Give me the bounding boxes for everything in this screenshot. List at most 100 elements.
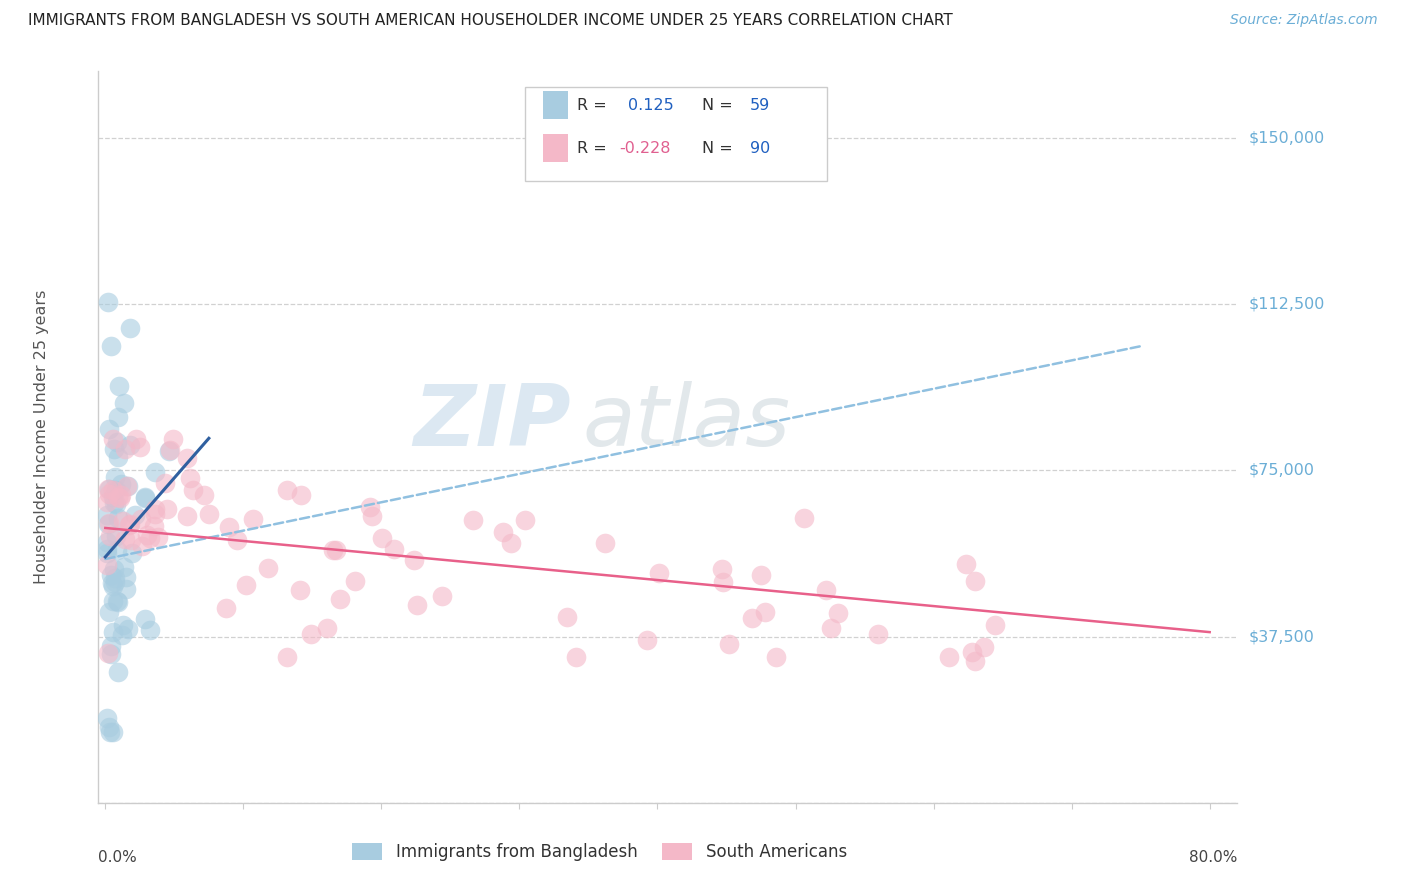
Point (361, 509, 384, 524)
Point (96, 541, 118, 556)
Point (103, 624, 125, 639)
Point (107, 510, 129, 524)
Point (104, 529, 127, 543)
Point (146, 530, 169, 544)
Point (114, 570, 136, 584)
Text: $75,000: $75,000 (1249, 463, 1315, 478)
Point (322, 542, 344, 557)
Text: IMMIGRANTS FROM BANGLADESH VS SOUTH AMERICAN HOUSEHOLDER INCOME UNDER 25 YEARS C: IMMIGRANTS FROM BANGLADESH VS SOUTH AMER… (28, 13, 953, 29)
Point (235, 578, 257, 592)
FancyBboxPatch shape (526, 87, 827, 181)
Point (143, 507, 166, 521)
Point (111, 628, 134, 642)
Point (97, 483, 120, 497)
Point (110, 477, 132, 491)
Point (98, 605, 121, 619)
Point (107, 450, 129, 464)
Text: Source: ZipAtlas.com: Source: ZipAtlas.com (1230, 13, 1378, 28)
Point (492, 524, 515, 539)
Point (499, 536, 522, 550)
Point (107, 410, 129, 425)
Point (741, 611, 763, 625)
Point (118, 518, 141, 533)
Point (866, 627, 889, 641)
Text: 0.0%: 0.0% (98, 850, 138, 865)
Point (257, 561, 280, 575)
Point (98, 486, 121, 500)
Point (430, 590, 453, 604)
Point (100, 647, 122, 661)
Point (754, 605, 776, 619)
Point (984, 618, 1007, 632)
Point (131, 539, 153, 553)
Point (114, 442, 136, 457)
Point (963, 574, 986, 589)
Point (103, 432, 125, 446)
FancyBboxPatch shape (543, 135, 568, 162)
Point (153, 476, 176, 491)
Point (125, 432, 148, 446)
Point (157, 443, 180, 458)
Point (112, 618, 135, 632)
Point (103, 571, 125, 585)
Point (104, 470, 127, 484)
Point (183, 483, 205, 498)
Point (176, 450, 198, 465)
Point (325, 542, 347, 557)
Point (101, 724, 124, 739)
Point (276, 649, 298, 664)
Text: N =: N = (702, 97, 738, 112)
Point (402, 553, 425, 567)
Text: 90: 90 (749, 141, 770, 156)
Point (371, 531, 394, 545)
Text: 59: 59 (749, 97, 770, 112)
Point (112, 514, 135, 528)
Point (129, 440, 152, 454)
Point (382, 541, 405, 556)
Point (96, 508, 118, 522)
Point (179, 471, 201, 485)
Point (98, 721, 121, 735)
Point (938, 649, 960, 664)
Point (793, 511, 815, 525)
Point (105, 497, 128, 511)
Point (96, 495, 118, 509)
Point (815, 582, 838, 597)
Point (648, 566, 671, 581)
Point (114, 532, 136, 546)
Point (101, 490, 124, 504)
Text: Householder Income Under 25 years: Householder Income Under 25 years (34, 290, 49, 584)
Point (142, 518, 165, 533)
Text: atlas: atlas (582, 381, 790, 464)
Text: N =: N = (702, 141, 738, 156)
Point (595, 536, 617, 550)
Point (156, 502, 179, 516)
Point (96, 535, 118, 549)
Point (120, 533, 142, 548)
Point (104, 483, 127, 498)
Text: 80.0%: 80.0% (1189, 850, 1237, 865)
Point (97, 646, 120, 660)
Point (139, 531, 162, 545)
Point (121, 546, 143, 560)
Point (565, 649, 588, 664)
Point (711, 562, 734, 576)
Point (97, 517, 120, 532)
Point (765, 649, 787, 664)
Point (108, 379, 131, 393)
Text: $37,500: $37,500 (1249, 629, 1315, 644)
Point (290, 487, 312, 501)
Point (103, 496, 125, 510)
Point (100, 339, 122, 353)
Point (343, 574, 366, 589)
Point (97, 294, 120, 309)
Point (329, 592, 352, 607)
Point (129, 512, 152, 526)
Point (118, 516, 141, 531)
Point (134, 612, 156, 626)
Point (960, 645, 983, 659)
Point (108, 491, 131, 505)
Point (117, 622, 139, 636)
Point (107, 665, 129, 680)
Point (827, 606, 849, 620)
